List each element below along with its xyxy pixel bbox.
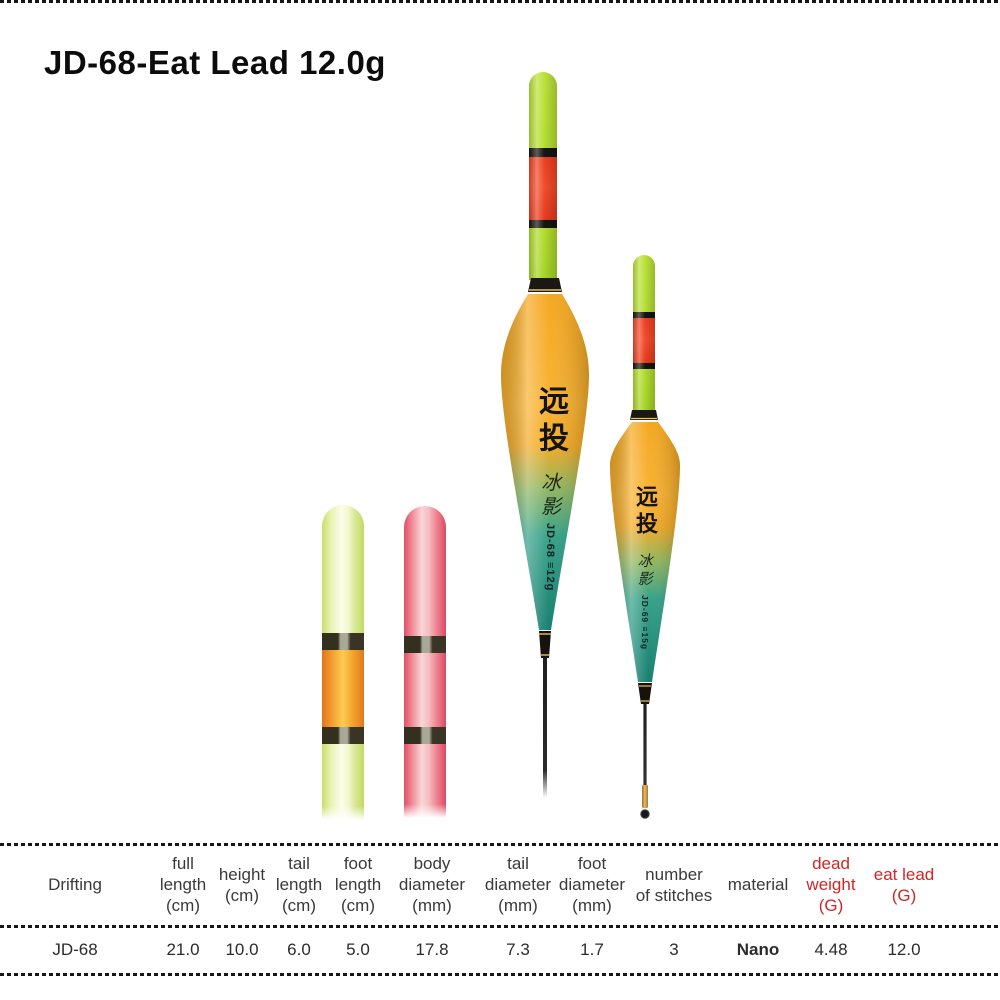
- float-tail-striped: [633, 255, 655, 410]
- cell-foot-diameter: 1.7: [580, 940, 604, 960]
- glow-tube-pink-closeup: [404, 506, 446, 818]
- float-bottom-collar: [539, 631, 551, 658]
- float-brand-text: 远投: [633, 485, 658, 539]
- float-model-text: JD-69 ≡15g: [640, 595, 650, 651]
- float-foot-ball: [640, 809, 650, 819]
- float-foot-stem: [643, 704, 647, 785]
- cell-height: 10.0: [225, 940, 259, 960]
- cell-eat-lead: 12.0: [887, 940, 921, 960]
- tube-dark-band: [322, 727, 364, 744]
- float-series-text: 冰影: [635, 553, 654, 589]
- tube-dark-band: [322, 633, 364, 650]
- glow-tube-yellow-closeup: [322, 505, 364, 820]
- col-header-eat-lead: eat lead (G): [873, 864, 935, 905]
- spec-table: Drifting full length (cm) height (cm) ta…: [0, 843, 1000, 976]
- col-header-tail-length: tail length (cm): [275, 854, 323, 915]
- cell-foot-length: 5.0: [346, 940, 370, 960]
- table-bottom-dashed-line: [0, 973, 1000, 976]
- page-title: JD-68-Eat Lead 12.0g: [44, 44, 386, 81]
- float-body-graphic: [501, 278, 589, 798]
- table-middle-dashed-line: [0, 925, 1000, 928]
- float-top-collar: [528, 278, 562, 292]
- col-header-body-diameter: body diameter (mm): [398, 854, 466, 915]
- tube-bottom-fade: [404, 804, 446, 818]
- float-brand-text: 远投: [534, 385, 567, 459]
- top-border-dashed-line: [0, 0, 1000, 3]
- col-header-foot-diameter: foot diameter (mm): [558, 854, 626, 915]
- fishing-float-large: 远投 冰影 JD-68 ≡12g: [495, 60, 605, 830]
- float-top-collar: [630, 410, 658, 420]
- cell-tail-length: 6.0: [287, 940, 311, 960]
- tube-dark-band: [404, 636, 446, 653]
- cell-drifting-model: JD-68: [52, 940, 98, 960]
- float-model-text: JD-68 ≡12g: [544, 523, 556, 592]
- float-body-graphic: [610, 410, 680, 819]
- tube-bottom-fade: [322, 806, 364, 820]
- col-header-foot-length: foot length (cm): [334, 854, 382, 915]
- tube-dark-band: [404, 727, 446, 744]
- col-header-dead-weight: dead weight (G): [806, 854, 856, 915]
- glow-tube-orange-segment: [322, 650, 364, 727]
- cell-body-diameter: 17.8: [415, 940, 449, 960]
- col-header-full-length: full length (cm): [159, 854, 207, 915]
- col-header-material: material: [727, 875, 789, 895]
- table-data-row: JD-68 21.0 10.0 6.0 5.0 17.8 7.3 1.7 3 N…: [0, 928, 940, 973]
- col-header-height: height (cm): [218, 864, 266, 905]
- cell-dead-weight: 4.48: [814, 940, 848, 960]
- float-bottom-collar: [638, 683, 652, 704]
- float-tail-striped: [529, 72, 557, 280]
- table-header-row: Drifting full length (cm) height (cm) ta…: [0, 846, 940, 925]
- float-series-text: 冰影: [537, 472, 562, 520]
- col-header-drifting: Drifting: [48, 875, 102, 895]
- float-foot-gold-tip: [642, 785, 648, 808]
- col-header-number-of-stitches: number of stitches: [635, 864, 713, 905]
- cell-material: Nano: [736, 940, 780, 960]
- float-body-sheen: [501, 294, 589, 630]
- float-foot-stem: [543, 658, 547, 798]
- cell-full-length: 21.0: [166, 940, 200, 960]
- cell-tail-diameter: 7.3: [506, 940, 530, 960]
- cell-number-of-stitches: 3: [669, 940, 679, 960]
- float-body-sheen: [610, 422, 680, 682]
- col-header-tail-diameter: tail diameter (mm): [484, 854, 552, 915]
- fishing-float-small: 远投 冰影 JD-69 ≡15g: [600, 250, 690, 830]
- table-top-dashed-line: [0, 843, 1000, 846]
